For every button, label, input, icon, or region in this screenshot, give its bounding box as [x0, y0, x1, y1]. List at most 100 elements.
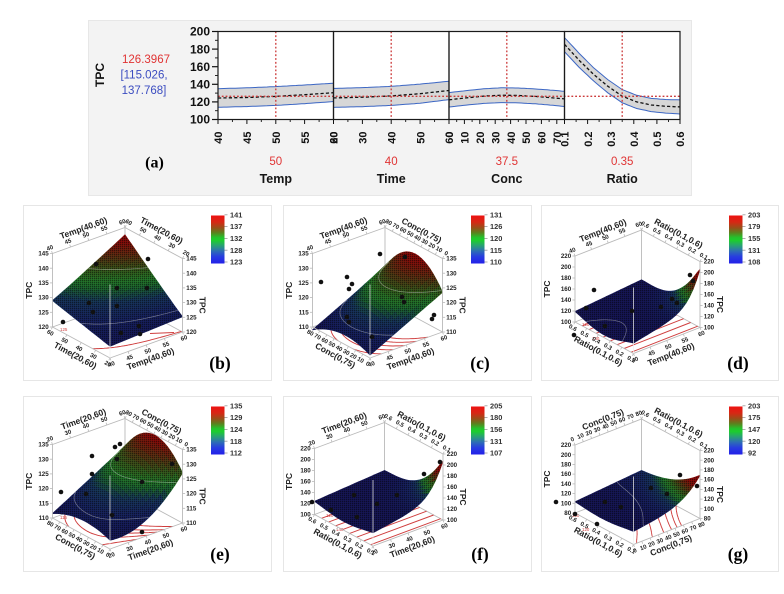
svg-text:120: 120 [38, 486, 49, 493]
svg-text:80: 80 [564, 510, 571, 517]
svg-text:40: 40 [306, 245, 315, 253]
svg-text:30: 30 [325, 433, 334, 441]
svg-text:200: 200 [190, 25, 210, 39]
svg-text:20: 20 [167, 433, 176, 442]
svg-text:156: 156 [490, 425, 502, 434]
svg-text:80: 80 [635, 410, 644, 418]
svg-text:120: 120 [38, 324, 49, 331]
svg-text:135: 135 [230, 401, 242, 410]
svg-text:0.1: 0.1 [441, 445, 452, 455]
svg-text:140: 140 [186, 270, 197, 277]
svg-text:40: 40 [153, 425, 162, 434]
svg-text:0.4: 0.4 [591, 337, 602, 347]
svg-text:30: 30 [593, 426, 602, 434]
svg-text:TPC: TPC [93, 63, 107, 87]
svg-text:50: 50 [521, 132, 533, 144]
svg-text:120: 120 [582, 527, 590, 532]
svg-text:45: 45 [324, 238, 333, 246]
svg-text:(g): (g) [728, 544, 749, 564]
svg-text:TPC: TPC [715, 486, 725, 503]
svg-text:125: 125 [186, 314, 197, 321]
svg-text:0: 0 [364, 361, 370, 368]
svg-text:124: 124 [230, 425, 243, 434]
svg-text:20: 20 [46, 436, 55, 444]
svg-text:40: 40 [631, 356, 640, 364]
svg-text:60: 60 [180, 335, 189, 343]
svg-text:0.4: 0.4 [591, 528, 602, 538]
svg-text:0.6: 0.6 [567, 324, 578, 334]
svg-text:120: 120 [446, 300, 457, 307]
svg-text:55: 55 [100, 225, 109, 233]
svg-text:100: 100 [561, 500, 572, 507]
svg-text:200: 200 [561, 452, 572, 459]
svg-text:180: 180 [447, 473, 458, 480]
svg-text:140: 140 [704, 487, 715, 494]
svg-text:40: 40 [334, 345, 343, 354]
svg-text:40: 40 [108, 361, 117, 369]
svg-text:0: 0 [183, 442, 189, 449]
svg-text:0.3: 0.3 [675, 240, 686, 250]
svg-text:120: 120 [490, 234, 502, 243]
svg-text:45: 45 [64, 238, 73, 246]
svg-text:50: 50 [610, 420, 619, 428]
svg-text:203: 203 [748, 401, 760, 410]
svg-text:120: 120 [561, 308, 572, 315]
svg-text:110: 110 [186, 520, 197, 527]
svg-text:0: 0 [104, 552, 110, 559]
svg-text:100: 100 [704, 506, 715, 513]
svg-text:0.4: 0.4 [663, 423, 674, 433]
svg-text:(b): (b) [209, 353, 231, 373]
svg-text:30: 30 [420, 238, 429, 247]
svg-text:140: 140 [336, 527, 344, 532]
svg-text:140: 140 [447, 495, 458, 502]
svg-text:0.1: 0.1 [560, 132, 572, 147]
svg-text:40: 40 [406, 536, 415, 544]
svg-text:70: 70 [689, 525, 698, 533]
svg-text:135: 135 [298, 251, 309, 258]
svg-text:TPC: TPC [284, 473, 294, 490]
svg-text:0.5: 0.5 [651, 416, 662, 426]
svg-text:110: 110 [446, 329, 457, 336]
svg-text:125: 125 [186, 476, 197, 483]
svg-text:135: 135 [186, 285, 197, 292]
svg-text:50: 50 [269, 156, 282, 168]
svg-text:60: 60 [698, 330, 707, 338]
svg-text:110: 110 [299, 324, 310, 331]
svg-text:145: 145 [38, 251, 49, 258]
svg-text:(f): (f) [471, 544, 489, 564]
svg-text:220: 220 [300, 446, 311, 453]
svg-text:20: 20 [308, 440, 317, 448]
svg-text:200: 200 [704, 457, 715, 464]
svg-text:141: 141 [230, 210, 242, 219]
svg-text:0.1: 0.1 [698, 253, 709, 263]
svg-text:50: 50 [415, 132, 427, 144]
svg-text:10: 10 [96, 547, 105, 556]
svg-text:120: 120 [748, 437, 760, 446]
svg-text:180: 180 [561, 275, 572, 282]
svg-text:0.5: 0.5 [394, 420, 405, 430]
svg-text:125: 125 [60, 327, 68, 332]
svg-text:50: 50 [67, 532, 76, 541]
svg-text:TPC: TPC [458, 489, 468, 506]
svg-text:131: 131 [490, 210, 502, 219]
svg-text:TPC: TPC [24, 473, 34, 490]
svg-text:0.1: 0.1 [626, 356, 637, 366]
svg-text:125: 125 [38, 471, 49, 478]
svg-text:0.5: 0.5 [579, 330, 590, 340]
svg-text:0.2: 0.2 [354, 542, 365, 552]
svg-text:80: 80 [46, 520, 55, 529]
svg-text:20: 20 [181, 250, 190, 259]
svg-text:60: 60 [681, 528, 690, 536]
svg-text:180: 180 [490, 413, 502, 422]
svg-text:70: 70 [552, 132, 564, 144]
svg-text:200: 200 [447, 462, 458, 469]
svg-text:30: 30 [82, 540, 91, 549]
svg-text:180: 180 [561, 462, 572, 469]
svg-text:160: 160 [190, 60, 210, 74]
svg-text:115: 115 [186, 505, 197, 512]
svg-text:60: 60 [440, 335, 449, 343]
svg-text:120: 120 [447, 506, 458, 513]
svg-text:100: 100 [561, 319, 572, 326]
svg-text:45: 45 [648, 350, 657, 358]
svg-text:50: 50 [342, 232, 351, 240]
